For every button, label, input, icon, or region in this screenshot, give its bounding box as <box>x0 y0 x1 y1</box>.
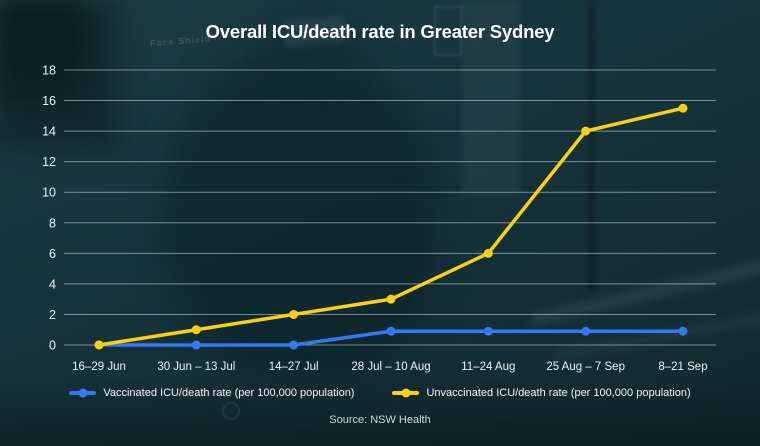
y-tick-label-0: 0 <box>49 339 56 353</box>
y-tick-label-2: 2 <box>49 308 56 322</box>
data-point-s1-5 <box>581 126 591 136</box>
y-tick-label-6: 6 <box>49 247 56 261</box>
data-point-s1-2 <box>289 309 299 319</box>
y-tick-label-4: 4 <box>49 277 56 291</box>
y-tick-label-8: 8 <box>49 216 56 230</box>
x-tick-label-2: 14–27 Jul <box>269 361 319 373</box>
x-tick-label-4: 11–24 Aug <box>461 361 515 373</box>
data-point-s0-2 <box>289 340 299 350</box>
legend-label-vaccinated: Vaccinated ICU/death rate (per 100,000 p… <box>103 387 355 399</box>
series-line-1 <box>97 106 685 347</box>
data-point-s0-1 <box>191 340 201 350</box>
x-tick-label-1: 30 Jun – 13 Jul <box>157 361 235 373</box>
data-point-s0-3 <box>386 326 396 336</box>
source-credit: Source: NSW Health <box>329 414 431 426</box>
unvaccinated-dot-icon <box>401 388 411 398</box>
vaccinated-line-marker-icon <box>69 388 97 398</box>
unvaccinated-line-marker-icon <box>392 388 420 398</box>
x-tick-label-0: 16–29 Jun <box>72 361 126 373</box>
legend-item-vaccinated: Vaccinated ICU/death rate (per 100,000 p… <box>69 387 354 399</box>
x-tick-label-3: 28 Jul – 10 Aug <box>351 361 430 373</box>
data-point-s1-3 <box>386 294 396 304</box>
data-point-s1-6 <box>678 103 688 113</box>
y-tick-label-12: 12 <box>42 155 56 169</box>
x-tick-label-6: 8–21 Sep <box>658 361 707 373</box>
data-point-s1-4 <box>483 248 493 258</box>
chart-legend: Vaccinated ICU/death rate (per 100,000 p… <box>0 387 760 399</box>
chart-title: Overall ICU/death rate in Greater Sydney <box>205 21 555 42</box>
legend-item-unvaccinated: Unvaccinated ICU/death rate (per 100,000… <box>392 387 691 399</box>
y-tick-label-10: 10 <box>42 186 56 200</box>
data-point-s0-6 <box>678 326 688 336</box>
y-tick-label-14: 14 <box>42 125 56 139</box>
data-point-s0-5 <box>581 326 591 336</box>
y-tick-label-16: 16 <box>42 94 56 108</box>
data-point-s0-4 <box>483 326 493 336</box>
line-chart: 0 2 4 6 8 10 12 14 16 18 16–29 Jun 30 Jun – 13 Jul 1… <box>42 64 716 373</box>
y-tick-label-18: 18 <box>42 64 56 78</box>
data-point-s1-0 <box>94 340 104 350</box>
vaccinated-dot-icon <box>78 388 88 398</box>
legend-label-unvaccinated: Unvaccinated ICU/death rate (per 100,000… <box>426 387 691 399</box>
data-point-s1-1 <box>191 325 201 335</box>
x-tick-label-5: 25 Aug – 7 Sep <box>546 361 625 373</box>
